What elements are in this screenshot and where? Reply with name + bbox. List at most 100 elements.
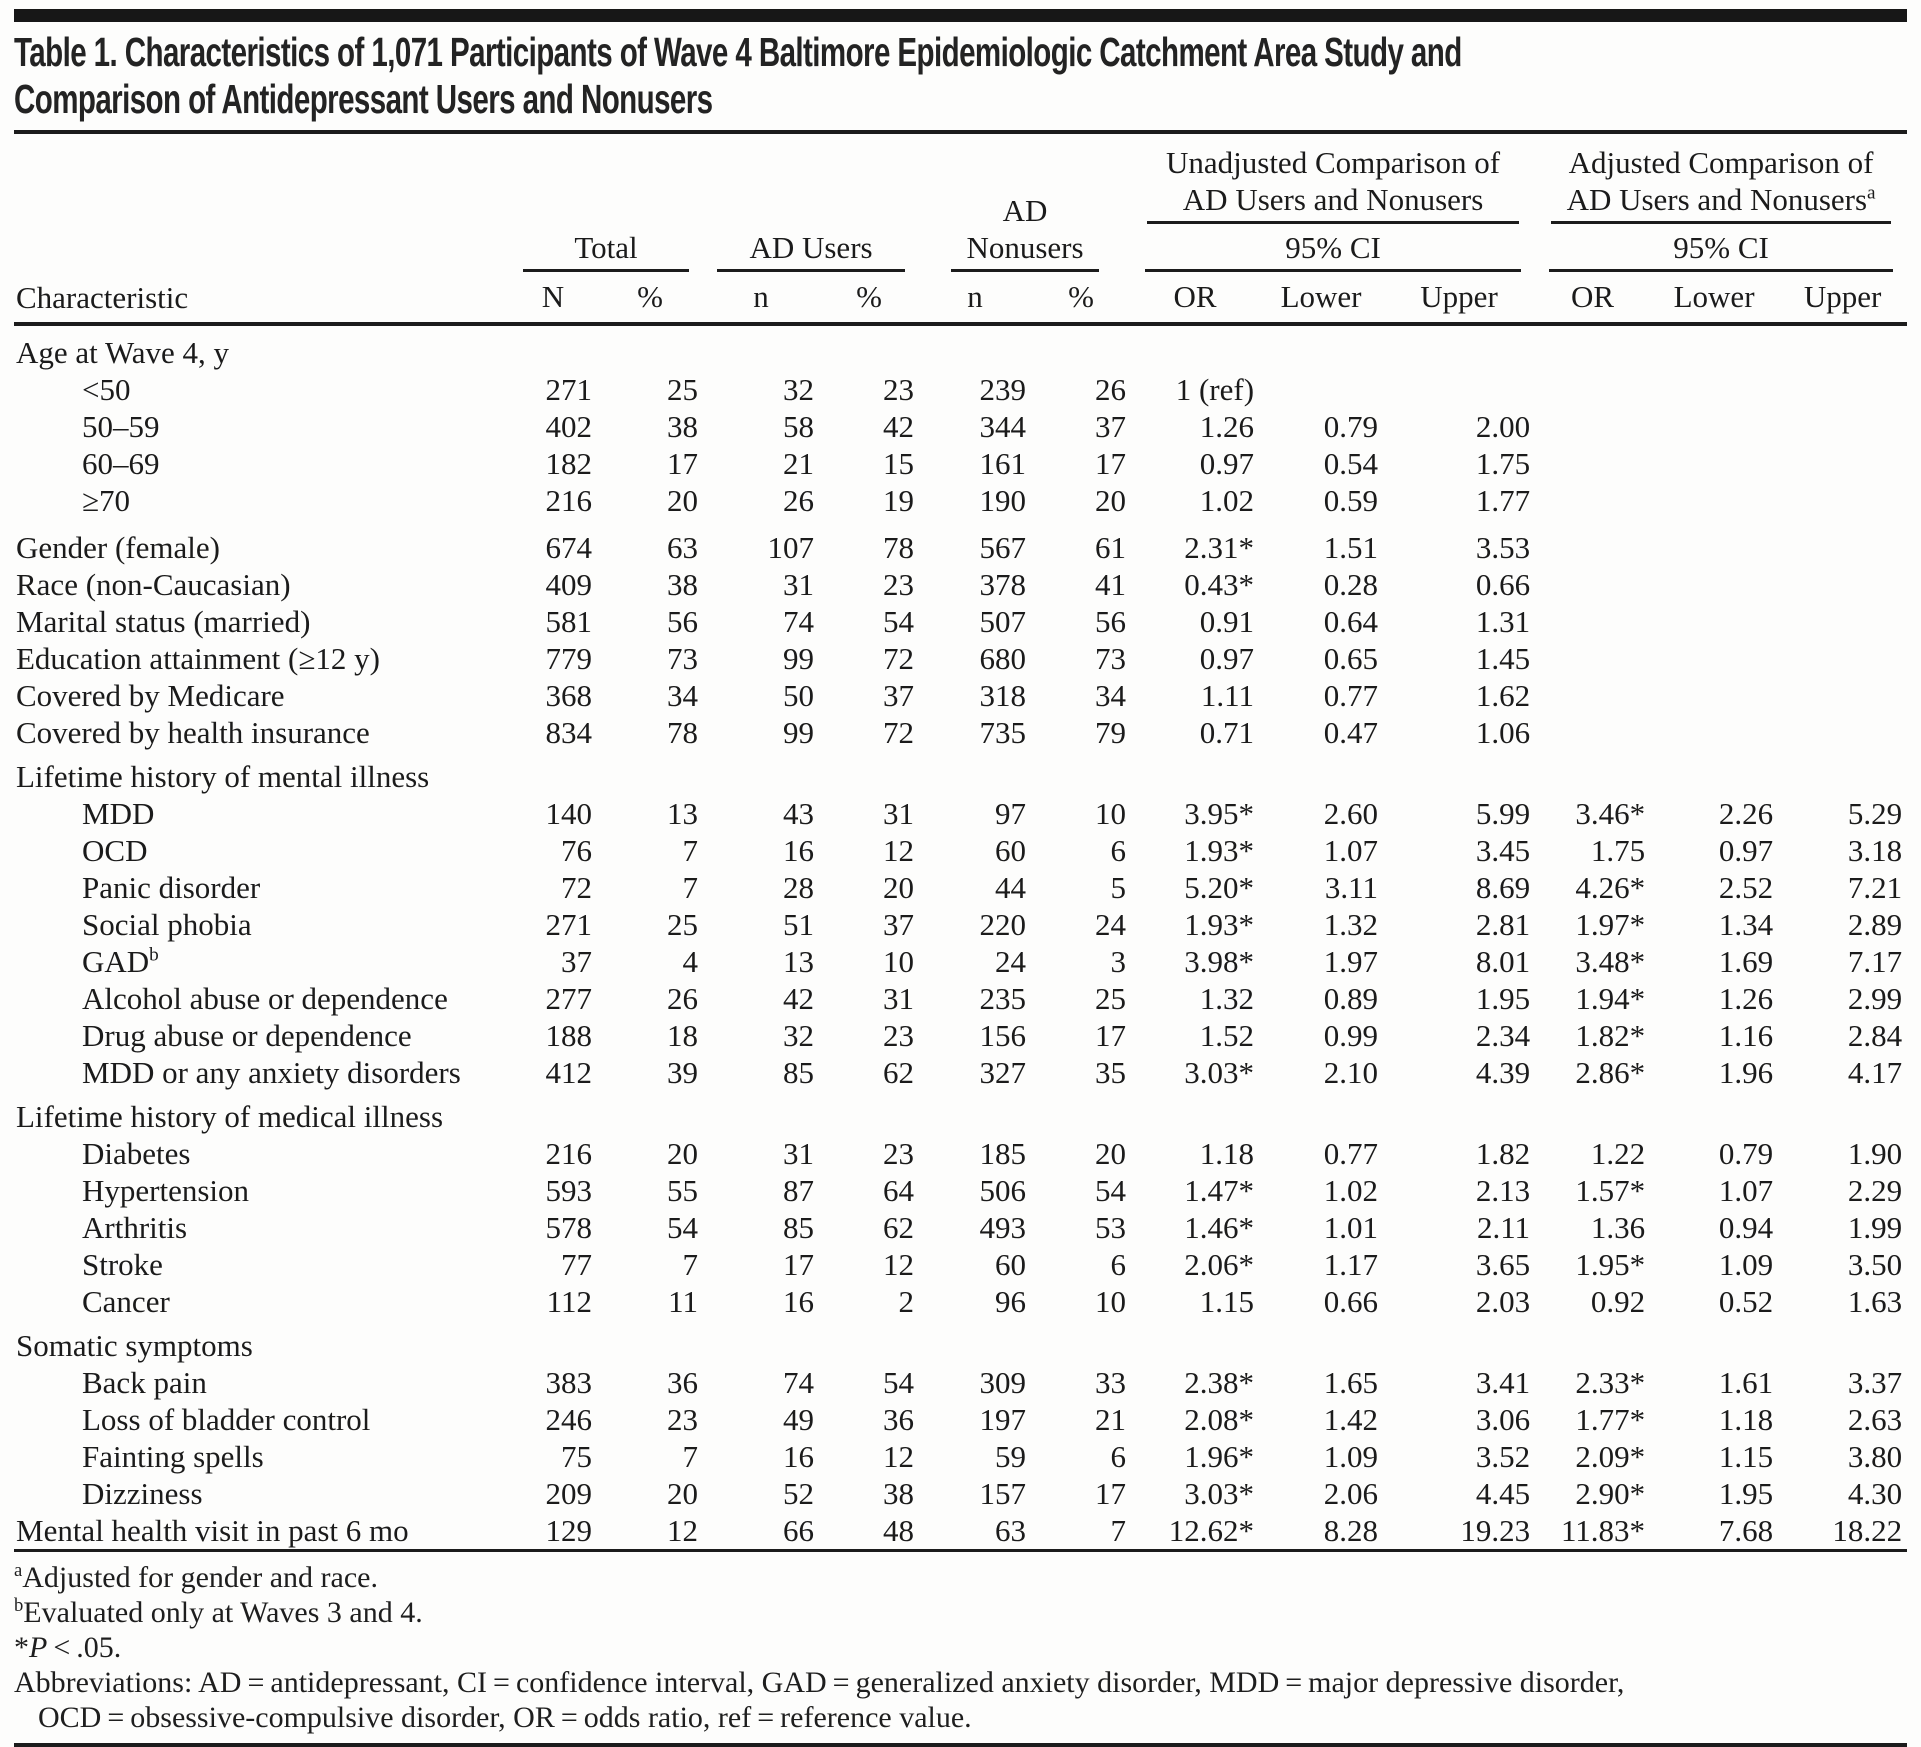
cell-value: 41 <box>1095 567 1127 602</box>
cell-value: 1.36 <box>1590 1210 1646 1245</box>
cell-value: 23 <box>667 1402 699 1437</box>
row-label: Lifetime history of mental illness <box>16 759 430 794</box>
cell-value: 216 <box>545 483 593 518</box>
row-footnote-marker: b <box>149 944 159 966</box>
cell-value: 1.34 <box>1718 907 1774 942</box>
cell-value: 2.13 <box>1475 1173 1531 1208</box>
ci-header-unadjusted: 95% CI <box>1131 224 1535 272</box>
cell-value: 1.65 <box>1323 1365 1379 1400</box>
cell-value: 7 <box>682 870 699 905</box>
cell-value: 77 <box>561 1247 592 1282</box>
table-row: <50 271 25 32 23 239 26 1 (ref) <box>14 371 1907 408</box>
cell-value: 4.30 <box>1847 1476 1903 1511</box>
cell-value: 2.52 <box>1718 870 1774 905</box>
row-label: Stroke <box>82 1247 163 1282</box>
cell-value: 2.90* <box>1575 1476 1646 1511</box>
table-row: MDD 140 13 43 31 97 10 3.95* 2.60 5.99 3.46* 2.26 5.… <box>14 795 1907 832</box>
row-label: Fainting spells <box>82 1439 264 1474</box>
table-body: Age at Wave 4, y <50 271 25 32 23 239 26 1 (ref)… <box>14 324 1907 1551</box>
cell-value <box>1383 371 1535 408</box>
cell-value: 1.46* <box>1184 1210 1255 1245</box>
cell-value: 87 <box>783 1173 815 1208</box>
col-group-ad-users: AD Users <box>703 136 919 272</box>
row-label: Loss of bladder control <box>82 1402 371 1437</box>
cell-value: 3.80 <box>1847 1439 1903 1474</box>
cell-value: 64 <box>883 1173 915 1208</box>
cell-value: 21 <box>1095 1402 1127 1437</box>
cell-value: 79 <box>1095 715 1127 750</box>
ad-nonusers-line1: AD <box>1002 193 1048 228</box>
cell-value: 96 <box>995 1284 1027 1319</box>
cell-value <box>1778 603 1907 640</box>
cell-value: 72 <box>561 870 592 905</box>
cell-value: 2.89 <box>1847 907 1903 942</box>
table-row: Fainting spells 75 7 16 12 59 6 1.96* 1.09 3.52 2.… <box>14 1438 1907 1475</box>
cell-value: 75 <box>561 1439 592 1474</box>
cell-value: 7 <box>682 1439 699 1474</box>
cell-value: 31 <box>883 981 915 1016</box>
cell-value: 37 <box>883 907 915 942</box>
cell-value <box>1650 445 1778 482</box>
cell-value: 42 <box>783 981 815 1016</box>
cell-value: 3.50 <box>1847 1247 1903 1282</box>
row-label: Covered by Medicare <box>16 678 285 713</box>
cell-value <box>1535 566 1650 603</box>
cell-value: 140 <box>545 796 593 831</box>
cell-value: 239 <box>979 372 1027 407</box>
cell-value: 197 <box>979 1402 1027 1437</box>
cell-value: 3.18 <box>1847 833 1903 868</box>
cell-value: 51 <box>783 907 815 942</box>
cell-value: 85 <box>783 1210 815 1245</box>
cell-value: 129 <box>545 1513 593 1548</box>
cell-value: 0.59 <box>1323 483 1379 518</box>
cell-value: 506 <box>979 1173 1027 1208</box>
cell-value: 209 <box>545 1476 593 1511</box>
cell-value: 12 <box>883 833 915 868</box>
cell-value <box>1650 566 1778 603</box>
cell-value: 37 <box>561 944 592 979</box>
cell-value: 0.54 <box>1323 446 1379 481</box>
table-row: Diabetes 216 20 31 23 185 20 1.18 0.77 1.82 1.22 0.… <box>14 1135 1907 1172</box>
cell-value: 38 <box>667 409 699 444</box>
cell-value: 3.52 <box>1475 1439 1531 1474</box>
cell-value: 0.91 <box>1199 604 1255 639</box>
ad-users-group-label: AD Users <box>717 229 906 272</box>
cell-value: 3.03* <box>1184 1476 1255 1511</box>
table-title: Table 1. Characteristics of 1,071 Partic… <box>14 29 1462 123</box>
cell-value <box>1535 640 1650 677</box>
cell-value: 2.09* <box>1575 1439 1646 1474</box>
cell-value <box>1650 371 1778 408</box>
cell-value: 59 <box>995 1439 1027 1474</box>
cell-value: 1.45 <box>1475 641 1531 676</box>
cell-value: 161 <box>979 446 1027 481</box>
cell-value: 53 <box>1095 1210 1127 1245</box>
cell-value: 31 <box>783 567 815 602</box>
cell-value: 16 <box>783 833 815 868</box>
table-row: Arthritis 578 54 85 62 493 53 1.46* 1.01 2.11 1.36… <box>14 1209 1907 1246</box>
cell-value: 12 <box>667 1513 699 1548</box>
row-label: Diabetes <box>82 1136 191 1171</box>
cell-value: 412 <box>545 1055 593 1090</box>
cell-value: 50 <box>783 678 815 713</box>
col-header-total-pct: % <box>597 272 704 326</box>
cell-value: 107 <box>767 530 815 565</box>
cell-value: 63 <box>995 1513 1027 1548</box>
cell-value: 49 <box>783 1402 815 1437</box>
cell-value: 0.97 <box>1199 641 1255 676</box>
table-row: OCD 76 7 16 12 60 6 1.93* 1.07 3.45 1.75 0.97 3.18 <box>14 832 1907 869</box>
unadjusted-group-label: Unadjusted Comparison of AD Users and No… <box>1147 136 1520 224</box>
cell-value: 52 <box>783 1476 815 1511</box>
cell-value: 2.11 <box>1476 1210 1531 1245</box>
cell-value: 62 <box>883 1055 915 1090</box>
cell-value: 11 <box>668 1284 699 1319</box>
cell-value: 6 <box>1110 1247 1127 1282</box>
col-group-unadjusted-comparison: Unadjusted Comparison of AD Users and No… <box>1131 136 1535 224</box>
cell-value: 1.16 <box>1718 1018 1774 1053</box>
footnote: OCD = obsessive-compulsive disorder, OR … <box>38 1701 972 1734</box>
cell-value: 2.99 <box>1847 981 1903 1016</box>
cell-value: 1.63 <box>1847 1284 1903 1319</box>
col-group-ad-nonusers: AD Nonusers <box>919 136 1131 272</box>
table-row: Alcohol abuse or dependence 277 26 42 31 235 2… <box>14 980 1907 1017</box>
cell-value: 26 <box>667 981 699 1016</box>
cell-value: 34 <box>667 678 699 713</box>
